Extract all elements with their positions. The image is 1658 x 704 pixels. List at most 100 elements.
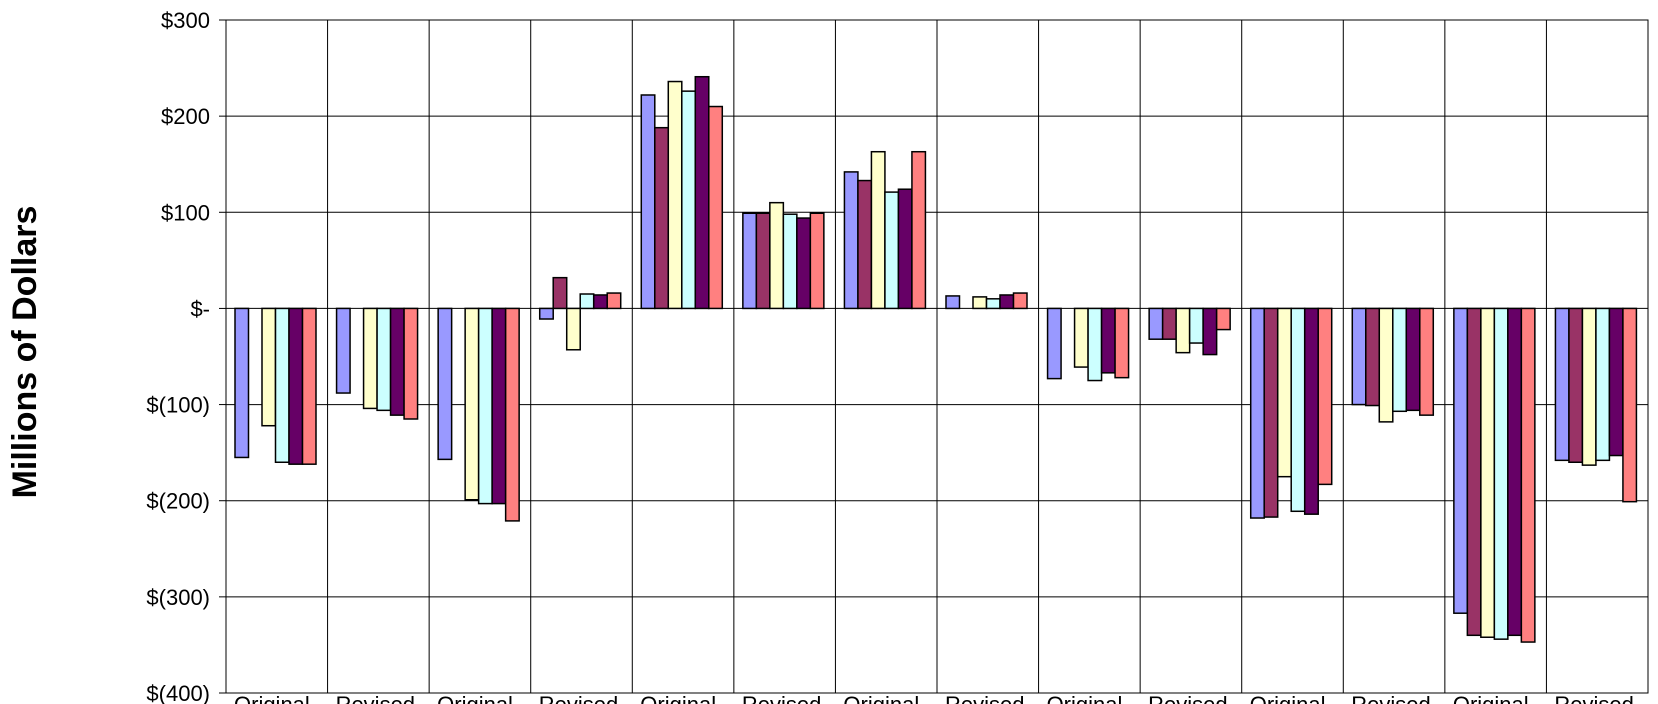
- x-tick-label: Revised: [1554, 692, 1633, 704]
- bar: [606, 292, 622, 310]
- bar: [1202, 307, 1218, 356]
- bar: [477, 307, 493, 505]
- bar: [301, 307, 317, 465]
- bar: [1188, 307, 1204, 344]
- bar: [1249, 307, 1265, 519]
- bar: [1507, 307, 1523, 637]
- bar: [491, 307, 507, 505]
- bar: [274, 307, 290, 464]
- bar: [999, 294, 1015, 310]
- bar: [1175, 307, 1191, 354]
- bar: [362, 307, 378, 410]
- bar: [782, 213, 798, 310]
- bar: [1073, 307, 1089, 368]
- bar: [552, 276, 568, 310]
- bar: [1622, 307, 1638, 503]
- bar: [1520, 307, 1536, 643]
- bar: [261, 307, 277, 427]
- bar: [1114, 307, 1130, 379]
- bar: [742, 212, 758, 310]
- bar: [870, 150, 886, 310]
- x-tick-label: Revised: [945, 692, 1024, 704]
- bar: [1466, 307, 1482, 637]
- y-tick-label: $300: [161, 8, 210, 33]
- bar: [1263, 307, 1279, 518]
- bar: [1087, 307, 1103, 382]
- bar: [1161, 307, 1177, 340]
- bar: [288, 307, 304, 465]
- bar: [1493, 307, 1509, 640]
- x-tick-label: Revised: [336, 692, 415, 704]
- x-tick-label: Original: [1047, 692, 1123, 704]
- x-axis-ticks: Original Revised Original Revised Original Re…: [234, 692, 1634, 704]
- bar: [796, 217, 812, 310]
- bar: [1317, 307, 1333, 486]
- y-axis-title: Millions of Dollars: [6, 206, 44, 499]
- bar: [654, 126, 670, 310]
- bar: [1453, 307, 1469, 614]
- x-tick-label: Revised: [1148, 692, 1227, 704]
- bar: [1595, 307, 1611, 462]
- y-axis-ticks: $300 $200 $100 $- $(100) $(200) $(300) $(400): [146, 8, 210, 704]
- bar: [1100, 307, 1116, 374]
- x-tick-label: Original: [843, 692, 919, 704]
- y-tick-label: $100: [161, 200, 210, 225]
- bar: [579, 293, 595, 310]
- bar: [1148, 307, 1164, 340]
- y-tick-label: $200: [161, 104, 210, 129]
- x-tick-label: Revised: [539, 692, 618, 704]
- x-tick-label: Original: [1250, 692, 1326, 704]
- bar: [1215, 307, 1231, 331]
- bar: [985, 298, 1001, 310]
- bar: [857, 179, 873, 310]
- bar: [592, 294, 608, 310]
- bar: [1419, 307, 1435, 416]
- bar: [681, 90, 697, 310]
- x-tick-label: Revised: [1351, 692, 1430, 704]
- bar: [1012, 292, 1028, 310]
- bar: [1608, 307, 1624, 457]
- bar: [504, 307, 520, 522]
- x-tick-label: Original: [234, 692, 310, 704]
- bar: [945, 295, 961, 310]
- bar: [972, 296, 988, 310]
- bar: [1290, 307, 1306, 513]
- bar: [694, 75, 710, 310]
- bar: [708, 105, 724, 310]
- x-tick-label: Original: [437, 692, 513, 704]
- bar: [376, 307, 392, 412]
- bar: [809, 212, 825, 310]
- bar: [1392, 307, 1408, 413]
- bar: [911, 150, 927, 310]
- bar: [565, 307, 581, 351]
- bar: [1365, 307, 1381, 407]
- bar: [403, 307, 419, 420]
- bar: [437, 307, 453, 461]
- y-tick-label: $(200): [146, 489, 210, 514]
- y-tick-label: $(100): [146, 393, 210, 418]
- bar: [538, 307, 554, 320]
- bar: [667, 80, 683, 310]
- bar: [884, 191, 900, 310]
- bar: [1405, 307, 1421, 412]
- y-tick-label: $-: [190, 296, 210, 321]
- x-tick-label: Original: [640, 692, 716, 704]
- bar: [640, 94, 656, 310]
- bar: [234, 307, 250, 459]
- bar: [843, 171, 859, 310]
- x-tick-label: Original: [1453, 692, 1529, 704]
- bar: [1480, 307, 1496, 638]
- bar: [1554, 307, 1570, 462]
- bar: [755, 212, 771, 310]
- bar: [1276, 307, 1292, 478]
- y-tick-label: $(400): [146, 681, 210, 704]
- bar: [897, 188, 913, 310]
- x-tick-label: Revised: [742, 692, 821, 704]
- bar: [464, 307, 480, 501]
- chart-bars: [234, 75, 1638, 643]
- bar: [1581, 307, 1597, 466]
- y-tick-label: $(300): [146, 585, 210, 610]
- bar: [1351, 307, 1367, 406]
- bar: [1568, 307, 1584, 464]
